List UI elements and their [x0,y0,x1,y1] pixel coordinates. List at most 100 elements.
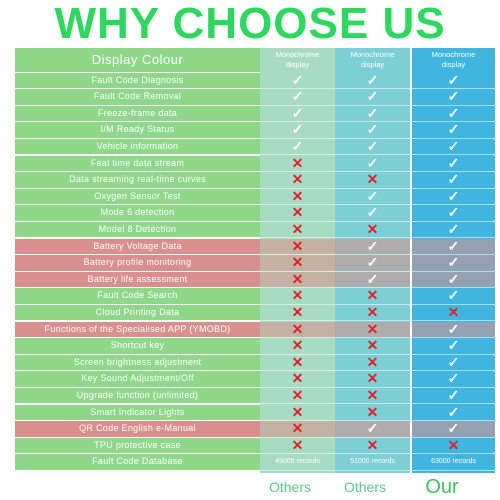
row-divider [15,154,495,156]
row-divider [15,237,495,239]
check-icon: ✓ [291,137,304,154]
row-feature-label: Feal time data stream [15,155,260,171]
cross-icon: ✕ [260,238,335,254]
table-row: Fault Code Diagnosis ✓ ✓ ✓ [15,71,495,89]
cross-icon: ✕ [291,220,304,237]
check-icon: ✓ [335,271,410,288]
row-divider [15,204,495,206]
cross-icon: ✕ [335,321,410,337]
row-divider [15,121,495,123]
table-row: TPU protective case ✕ ✕ ✕ [15,436,495,455]
cross-icon: ✕ [291,187,304,204]
check-icon: ✓ [335,255,410,271]
cross-icon: ✕ [366,370,379,387]
header-column-3-line1: Monochrome [431,50,476,59]
row-divider [15,254,495,255]
table-row: Smart Indicator Lights ✕ ✕ ✓ [15,403,495,421]
check-icon: ✓ [366,154,379,171]
header-column-1-line2: display [285,60,310,69]
check-icon: ✓ [335,421,410,437]
header-column-1-line1: Monochrome [275,50,320,59]
check-icon: ✓ [366,137,379,154]
cross-icon: ✕ [366,287,379,304]
row-divider [15,104,495,106]
check-icon: ✓ [291,121,304,138]
table-row: Fault Code Database 49000 records 51000 re… [15,454,495,471]
cross-icon: ✕ [447,303,460,320]
check-icon: ✓ [447,71,460,88]
table-row: Battery life assessment ✕ ✓ ✓ [15,271,495,289]
check-icon: ✓ [412,321,495,337]
table-row: Mode 6 detection ✕ ✓ ✓ [15,204,495,222]
row-feature-label: Data streaming real-time curves [15,172,260,188]
check-icon: ✓ [447,137,460,154]
records-value: 49000 records [275,458,320,466]
row-divider [15,320,495,322]
check-icon: ✓ [366,71,379,88]
header-column-3-line2: display [441,60,466,69]
check-icon: ✓ [291,71,304,88]
check-icon: ✓ [366,88,379,105]
row-feature-label: Fault Code Diagnosis [15,72,260,88]
header-column-2: Monochrome display [335,50,410,70]
cross-icon: ✕ [366,353,379,370]
row-feature-label: Fault Code Removal [15,89,260,105]
check-icon: ✓ [447,204,460,221]
cross-icon: ✕ [366,303,379,320]
row-divider [15,270,495,272]
row-feature-label: Battery Voltage Data [15,238,260,254]
cross-icon: ✕ [366,171,379,188]
row-feature-label: Oxygen Sensor Test [15,188,260,205]
row-divider [15,353,495,355]
row-feature-label: QR Code English e-Manual [15,421,260,437]
table-row: Upgrade function (unlimited) ✕ ✕ ✓ [15,386,495,405]
page-title: WHY CHOOSE US [54,0,446,48]
table-row: I/M Ready Status ✓ ✓ ✓ [15,121,495,139]
cross-icon: ✕ [366,337,379,354]
row-divider [15,187,495,189]
row-feature-label: Functions of the Specialised APP (YMOBD) [15,321,260,337]
row-divider [15,370,495,372]
footer-label-others-2: Others [343,479,386,495]
row-feature-label: Fault Code Database [15,454,260,470]
cross-icon: ✕ [447,436,460,453]
check-icon: ✓ [366,104,379,121]
row-divider [15,220,495,222]
check-icon: ✓ [412,421,495,437]
row-divider [15,420,495,421]
check-icon: ✓ [447,154,460,171]
check-icon: ✓ [447,287,460,304]
check-icon: ✓ [366,204,379,221]
table-row: Battery Voltage Data ✕ ✓ ✓ [15,238,495,255]
cross-icon: ✕ [260,255,335,271]
cross-icon: ✕ [260,271,335,288]
row-feature-label: Upgrade function (unlimited) [15,387,260,404]
row-divider [15,287,495,289]
cross-icon: ✕ [260,421,335,437]
table-row: Freeze-frame data ✓ ✓ ✓ [15,104,495,123]
cross-icon: ✕ [291,154,304,171]
check-icon: ✓ [447,121,460,138]
row-divider [15,453,495,455]
cross-icon: ✕ [366,386,379,403]
check-icon: ✓ [447,403,460,420]
table-row: Cloud Printing Data ✕ ✕ ✕ [15,303,495,322]
row-feature-label: Fault Code Search [15,288,260,304]
row-divider [15,171,495,172]
check-icon: ✓ [366,121,379,138]
table-row: Shortcut key ✕ ✕ ✓ [15,337,495,355]
check-icon: ✓ [412,238,495,254]
check-icon: ✓ [447,171,460,188]
check-icon: ✓ [447,337,460,354]
check-icon: ✓ [447,220,460,237]
check-icon: ✓ [447,187,460,204]
row-feature-label: Battery life assessment [15,271,260,288]
check-icon: ✓ [366,187,379,204]
table-row: Data streaming real-time curves ✕ ✕ ✓ [15,171,495,189]
header-column-1: Monochrome display [260,50,335,70]
footer-label-our: Our [425,476,459,498]
cross-icon: ✕ [291,436,304,453]
row-feature-label: Key Sound Adjustment/Off [15,371,260,387]
cross-icon: ✕ [291,204,304,221]
row-divider [15,403,495,405]
